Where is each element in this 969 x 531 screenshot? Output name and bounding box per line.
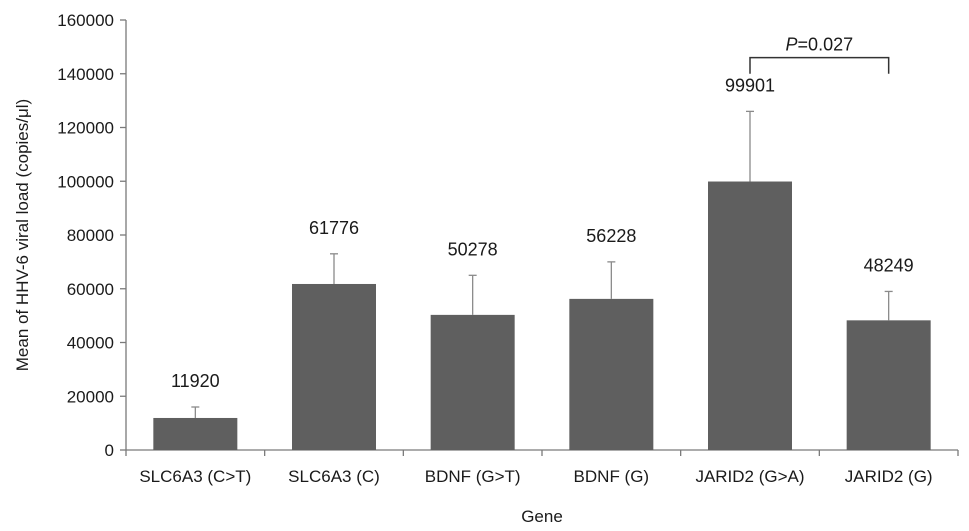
data-label: 48249 (864, 255, 914, 275)
bar (430, 314, 515, 450)
y-tick-label: 80000 (67, 226, 114, 245)
data-label: 99901 (725, 75, 775, 95)
x-tick-label: SLC6A3 (C) (288, 467, 380, 486)
bar (569, 298, 654, 450)
significance-bracket-line (749, 56, 890, 74)
y-tick-label: 120000 (57, 119, 114, 138)
x-tick-label: SLC6A3 (C>T) (139, 467, 251, 486)
error-bars-group (191, 110, 893, 418)
data-label: 61776 (309, 218, 359, 238)
x-tick-label: BDNF (G) (574, 467, 650, 486)
x-tick-label: JARID2 (G>A) (695, 467, 804, 486)
p-value-symbol: P (786, 35, 798, 55)
y-tick-label: 20000 (67, 387, 114, 406)
bar (153, 417, 238, 450)
bars-group (153, 181, 931, 451)
y-tick-label: 0 (105, 441, 114, 460)
y-tick-label: 140000 (57, 65, 114, 84)
value-labels-group: 11920 61776 50278 56228 99901 48249 (171, 75, 914, 391)
p-value-number: =0.027 (798, 35, 854, 55)
y-tick-label: 100000 (57, 172, 114, 191)
x-tick-label: JARID2 (G) (845, 467, 933, 486)
x-ticks-group: SLC6A3 (C>T) SLC6A3 (C) BDNF (G>T) BDNF (G)… (125, 450, 959, 486)
data-label: 11920 (171, 371, 220, 391)
y-tick-label: 160000 (57, 11, 114, 30)
x-axis-title: Gene (521, 507, 563, 526)
y-axis-title: Mean of HHV-6 viral load (copies/μl) (13, 99, 32, 371)
y-tick-label: 40000 (67, 334, 114, 353)
x-tick-label: BDNF (G>T) (425, 467, 521, 486)
y-ticks-group: 0 20000 40000 60000 80000 100000 120000 140000 1… (57, 11, 126, 460)
p-value-label: P=0.027 (786, 35, 854, 55)
bar (708, 181, 792, 451)
data-label: 50278 (448, 239, 498, 259)
bar (292, 283, 376, 450)
significance-bracket: P=0.027 (749, 35, 890, 74)
data-label: 56228 (586, 226, 636, 246)
bar (846, 320, 931, 450)
axes-group (125, 20, 958, 451)
y-tick-label: 60000 (67, 280, 114, 299)
